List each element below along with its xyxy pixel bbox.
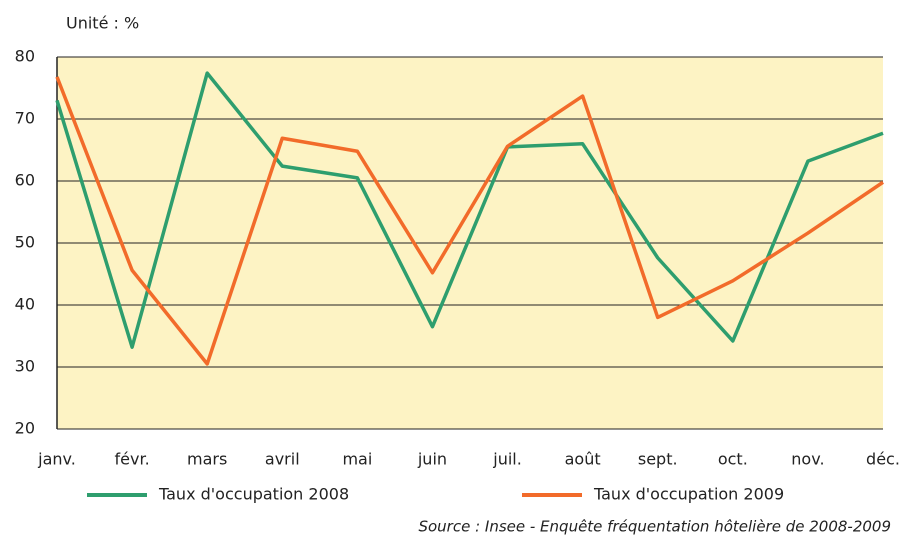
legend-label: Taux d'occupation 2008	[158, 485, 349, 504]
x-tick-label: avril	[265, 450, 300, 469]
unit-label: Unité : %	[66, 14, 139, 33]
y-tick-label: 80	[15, 47, 35, 66]
x-tick-label: août	[565, 450, 601, 469]
y-tick-label: 40	[15, 295, 35, 314]
x-tick-label: mars	[187, 450, 227, 469]
y-tick-label: 20	[15, 419, 35, 438]
series-line	[55, 76, 884, 366]
x-tick-label: déc.	[866, 450, 900, 469]
legend-label: Taux d'occupation 2009	[593, 485, 784, 504]
x-tick-label: juin	[417, 450, 447, 469]
x-tick-label: sept.	[638, 450, 678, 469]
y-tick-label: 70	[15, 109, 35, 128]
x-tick-label: juil.	[492, 450, 522, 469]
series-line	[55, 71, 884, 349]
source: Source : Insee - Enquête fréquentation h…	[418, 518, 891, 536]
x-tick-label: janv.	[37, 450, 76, 469]
y-tick-label: 60	[15, 171, 35, 190]
y-tick-label: 30	[15, 357, 35, 376]
x-tick-label: févr.	[115, 450, 150, 469]
x-tick-label: nov.	[791, 450, 824, 469]
y-tick-label: 50	[15, 233, 35, 252]
x-tick-label: mai	[342, 450, 372, 469]
x-tick-label: oct.	[718, 450, 748, 469]
